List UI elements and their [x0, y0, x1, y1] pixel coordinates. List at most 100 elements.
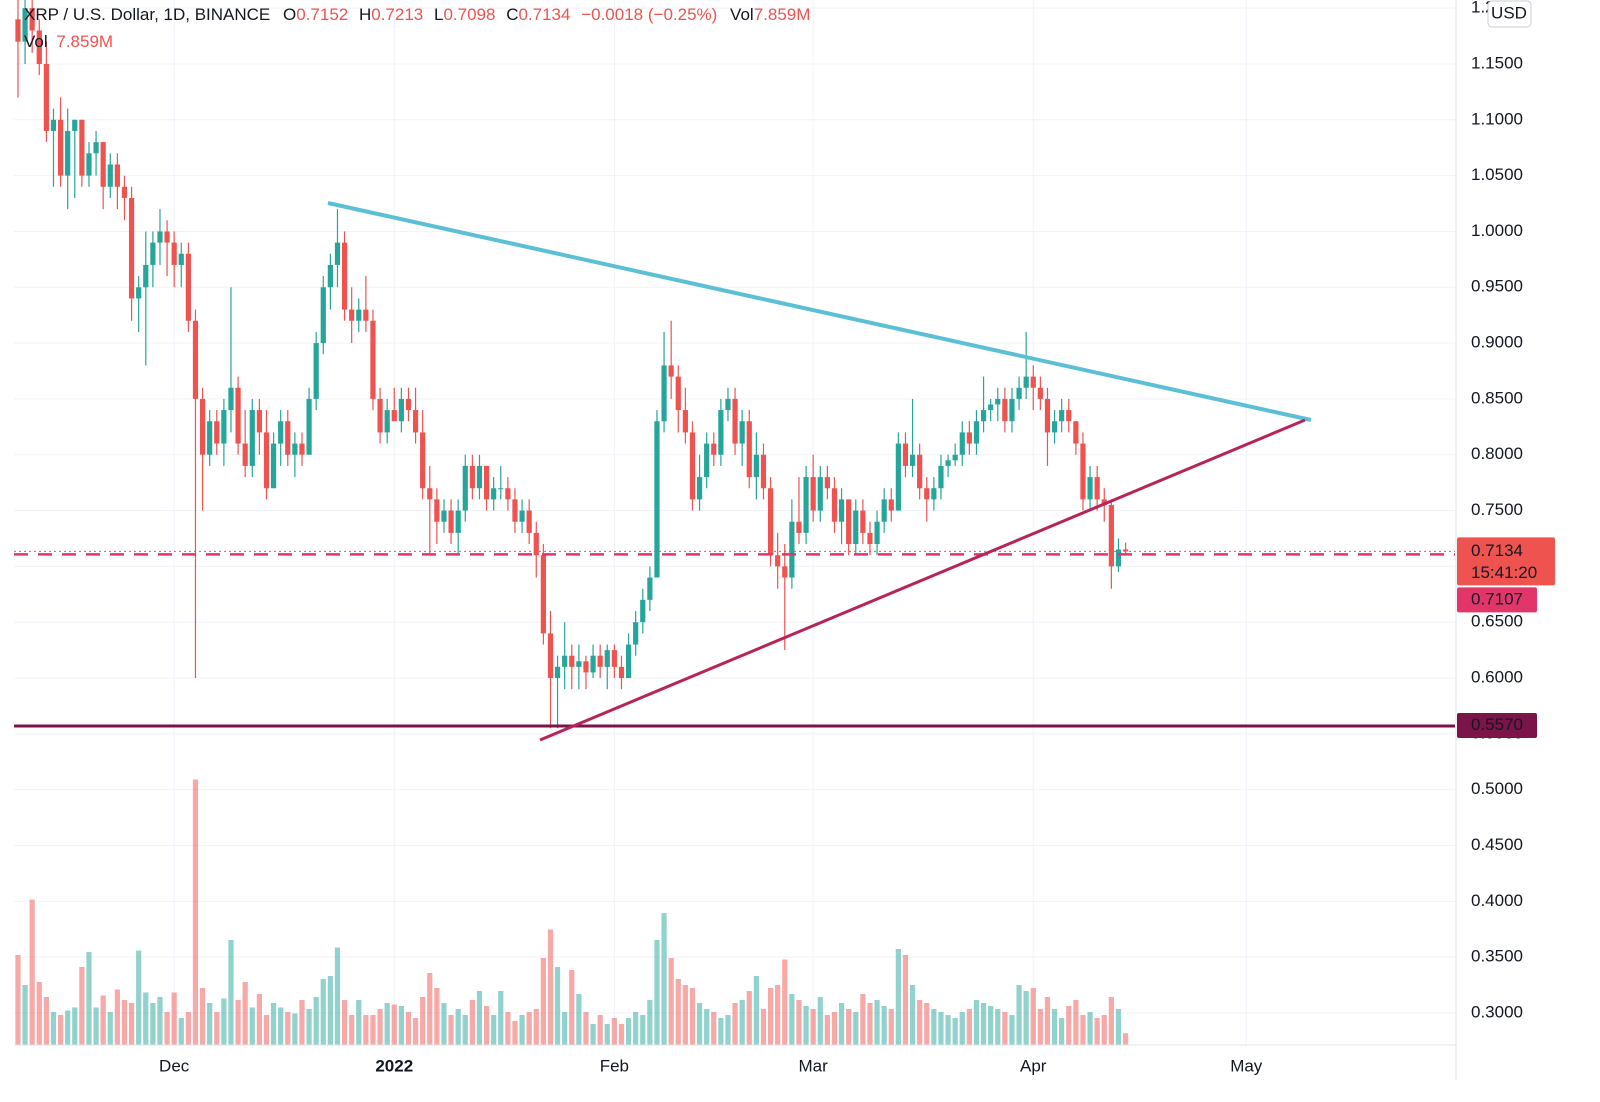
- vol-key: Vol: [24, 32, 48, 51]
- volume-bar: [917, 1000, 923, 1045]
- volume-bar: [547, 929, 554, 1045]
- y-tick-label: 1.1000: [1471, 109, 1523, 128]
- volume-bar: [980, 1003, 987, 1045]
- candle-body: [739, 421, 745, 444]
- y-tick-label: 0.6500: [1471, 612, 1523, 631]
- candle-body: [491, 488, 497, 500]
- candle-body: [1122, 549, 1129, 552]
- candle-body: [711, 443, 717, 455]
- volume-bar: [810, 1009, 816, 1045]
- candle-body: [980, 410, 987, 422]
- candle-body: [320, 287, 326, 344]
- candle-body: [966, 432, 972, 444]
- volume-bar: [533, 1009, 539, 1045]
- volume-bar: [725, 1015, 731, 1045]
- volume-bar: [554, 967, 561, 1045]
- candle-body: [221, 410, 227, 444]
- candle-body: [668, 365, 674, 377]
- volume-bar: [959, 1012, 965, 1045]
- y-tick-label: 0.6000: [1471, 668, 1523, 687]
- vol-key: Vol: [730, 5, 754, 24]
- candle-body: [945, 460, 951, 466]
- volume-bar: [292, 1013, 298, 1045]
- y-tick-label: 0.3500: [1471, 947, 1523, 966]
- candle-body: [469, 465, 475, 489]
- volume-bar: [320, 979, 326, 1045]
- volume-bar: [462, 1015, 468, 1045]
- currency-box[interactable]: [1487, 0, 1532, 28]
- volume-bar: [1080, 1015, 1086, 1045]
- ohlc-key: O: [283, 5, 296, 24]
- y-tick-label: 0.9500: [1471, 277, 1523, 296]
- volume-bar: [1037, 1009, 1043, 1045]
- candle-body: [1051, 421, 1058, 433]
- candle-body: [93, 142, 99, 154]
- candle-body: [398, 398, 404, 422]
- volume-bar: [824, 1015, 830, 1045]
- candle-body: [782, 566, 788, 578]
- candle-body: [36, 30, 42, 64]
- candle-body: [50, 119, 57, 131]
- y-tick-label: 1.0000: [1471, 221, 1523, 240]
- candle-body: [803, 477, 809, 533]
- candle-body: [214, 421, 220, 444]
- candle-body: [909, 454, 916, 466]
- volume-bar: [945, 1015, 951, 1045]
- volume-bar: [114, 989, 120, 1045]
- volume-bar: [696, 1003, 703, 1045]
- volume-bar: [860, 994, 866, 1045]
- volume-bar: [22, 985, 28, 1045]
- price-badge: [1457, 537, 1555, 586]
- vol-value: 7.859M: [754, 5, 811, 24]
- candle-body: [1023, 376, 1029, 388]
- candle-body: [704, 443, 710, 478]
- volume-bar: [270, 1003, 277, 1045]
- candle-body: [448, 510, 454, 533]
- candle-body: [604, 650, 610, 667]
- x-tick-label: Apr: [1020, 1056, 1047, 1075]
- volume-bar: [888, 1009, 894, 1045]
- candle-body: [405, 398, 412, 411]
- candle-body: [988, 404, 994, 411]
- volume-bar: [1073, 1000, 1079, 1045]
- candle-body: [43, 63, 49, 131]
- candle-body: [654, 421, 660, 578]
- volume-bar: [1108, 997, 1114, 1045]
- volume-bar: [164, 1012, 170, 1045]
- candle-body: [1002, 398, 1008, 422]
- candle-body: [441, 510, 447, 522]
- candle-body: [199, 398, 206, 455]
- candle-body: [661, 365, 667, 422]
- y-tick-label: 0.3000: [1471, 1002, 1523, 1021]
- candle-body: [824, 477, 830, 489]
- currency: USD: [1491, 3, 1527, 22]
- volume-bar: [562, 1012, 568, 1045]
- volume-bar: [427, 973, 433, 1045]
- volume-bar: [242, 982, 248, 1045]
- volume-bar: [640, 1015, 646, 1045]
- candle-body: [696, 477, 703, 500]
- volume-bar: [334, 947, 341, 1045]
- candle-body: [505, 488, 511, 500]
- candle-body: [618, 666, 625, 679]
- volume-bar: [420, 997, 426, 1045]
- candle-body: [810, 477, 816, 511]
- price-badge-label: 0.5570: [1471, 715, 1523, 734]
- volume-bar: [150, 1003, 156, 1045]
- candle-body: [633, 622, 639, 645]
- candle-body: [874, 521, 880, 545]
- candle-body: [384, 410, 390, 433]
- volume-bar: [313, 997, 319, 1045]
- volume-bar: [938, 1012, 944, 1045]
- volume-pane: [15, 779, 1129, 1045]
- volume-bar: [739, 1000, 745, 1045]
- candle-body: [689, 432, 696, 500]
- candle-body: [718, 410, 724, 455]
- y-tick-label: 0.5000: [1471, 779, 1523, 798]
- volume-bar: [1016, 985, 1022, 1045]
- volume-bar: [263, 1015, 270, 1045]
- volume-bar: [789, 994, 795, 1045]
- volume-bar: [157, 997, 163, 1045]
- volume-bar: [171, 992, 177, 1045]
- candle-body: [917, 454, 923, 489]
